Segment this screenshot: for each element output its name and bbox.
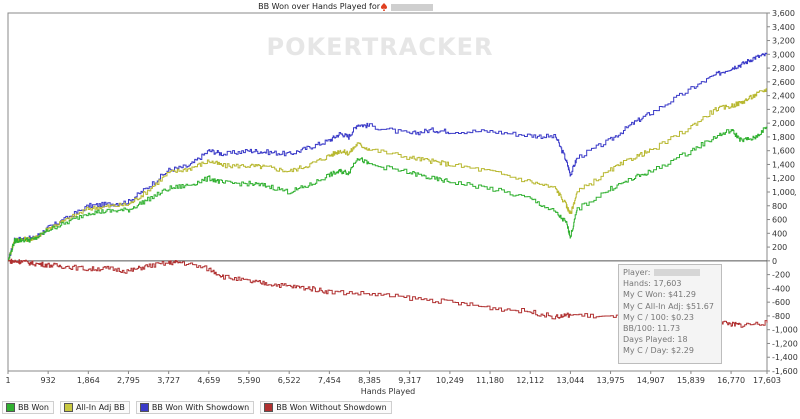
- x-tick-label: 17,603: [753, 376, 781, 385]
- y-tick-label: 0: [772, 257, 777, 266]
- y-tick-label: 1,000: [772, 188, 795, 197]
- y-tick-label: 1,200: [772, 174, 795, 183]
- redacted-player: [654, 269, 701, 276]
- legend-bb-won-with-showdown[interactable]: BB Won With Showdown: [135, 400, 255, 414]
- y-tick-label: 3,000: [772, 50, 795, 59]
- chart-legend: BB Won All-In Adj BB BB Won With Showdow…: [2, 399, 398, 415]
- legend-label: BB Won: [18, 402, 49, 412]
- y-tick-label: 2,800: [772, 64, 795, 73]
- y-tick-label: -600: [772, 298, 790, 307]
- y-axis-ticks: -1,600 -1,400 -1,200 -1,000 -800 -600 -400 -200…: [767, 9, 798, 376]
- y-tick-label: 3,200: [772, 37, 795, 46]
- legend-label: BB Won With Showdown: [151, 402, 250, 412]
- stats-days-played: Days Played: 18: [623, 335, 688, 345]
- y-tick-label: 800: [772, 202, 787, 211]
- redacted-player-name: [391, 4, 433, 11]
- stats-player: Player:: [623, 267, 717, 278]
- legend-swatch-bb-won: [6, 402, 15, 412]
- x-tick-label: 932: [41, 376, 56, 385]
- x-tick-label: 13,044: [556, 376, 584, 385]
- x-tick-label: 6,522: [278, 376, 301, 385]
- x-tick-label: 2,795: [117, 376, 140, 385]
- y-tick-label: -1,600: [772, 367, 798, 376]
- legend-swatch-all-in: [63, 402, 73, 412]
- x-tick-label: 9,317: [398, 376, 421, 385]
- x-tick-label: 8,385: [358, 376, 381, 385]
- x-tick-label: 12,112: [516, 376, 544, 385]
- y-tick-label: 2,000: [772, 119, 795, 128]
- y-tick-label: 2,200: [772, 105, 795, 114]
- x-axis-label: Hands Played: [361, 387, 415, 396]
- x-tick-label: 1: [5, 376, 10, 385]
- series-line-all-in-adj-bb: [8, 88, 767, 262]
- x-tick-label: 10,249: [436, 376, 464, 385]
- y-tick-label: -1,000: [772, 326, 798, 335]
- y-tick-label: -800: [772, 312, 790, 321]
- legend-all-in-adj-bb[interactable]: All-In Adj BB: [59, 400, 130, 414]
- stats-bb-100: BB/100: 11.73: [623, 323, 681, 333]
- y-tick-label: 600: [772, 216, 787, 225]
- y-tick-label: -1,200: [772, 339, 798, 348]
- x-tick-label: 11,180: [476, 376, 504, 385]
- y-tick-label: 1,400: [772, 160, 795, 169]
- y-tick-label: 2,600: [772, 78, 795, 87]
- legend-swatch-without-showdown: [264, 402, 274, 412]
- y-tick-label: -400: [772, 284, 790, 293]
- legend-bb-won[interactable]: BB Won: [2, 400, 54, 414]
- legend-label: BB Won Without Showdown: [276, 402, 387, 412]
- y-tick-label: 1,800: [772, 133, 795, 142]
- y-tick-label: 3,400: [772, 23, 795, 32]
- y-tick-label: 3,600: [772, 9, 795, 18]
- title-spade-icon: [380, 3, 388, 11]
- y-tick-label: 400: [772, 229, 787, 238]
- stats-my-c-day: My C / Day: $2.29: [623, 346, 694, 356]
- stats-my-c-allin: My C All-In Adj: $51.67: [623, 301, 714, 311]
- y-tick-label: -1,400: [772, 353, 798, 362]
- y-tick-label: 200: [772, 243, 787, 252]
- x-tick-label: 1,864: [77, 376, 100, 385]
- y-tick-label: -200: [772, 271, 790, 280]
- y-axis-unit-mark: ,: [794, 188, 797, 197]
- legend-label: All-In Adj BB: [75, 402, 125, 412]
- stats-my-c-won: My C Won: $41.29: [623, 290, 696, 300]
- series-line-bb-won: [8, 126, 768, 262]
- x-tick-label: 15,839: [677, 376, 705, 385]
- x-tick-label: 13,975: [597, 376, 625, 385]
- x-tick-label: 5,590: [238, 376, 261, 385]
- legend-bb-won-without-showdown[interactable]: BB Won Without Showdown: [260, 400, 392, 414]
- x-tick-label: 7,454: [318, 376, 341, 385]
- series-line-bb-won-with-showdown: [8, 52, 768, 262]
- chart-title: BB Won over Hands Played for: [258, 2, 381, 11]
- x-axis-ticks: 1 932 1,864 2,795 3,727 4,659 5,590 6,522 7,454 8…: [5, 371, 781, 385]
- pokertracker-watermark: POKERTRACKER: [267, 33, 494, 61]
- player-stats-box: Player: Hands: 17,603 My C Won: $41.29 M…: [618, 264, 722, 364]
- x-tick-label: 14,907: [637, 376, 665, 385]
- stats-my-c-100: My C / 100: $0.23: [623, 312, 694, 322]
- x-tick-label: 16,770: [717, 376, 745, 385]
- legend-swatch-with-showdown: [139, 402, 149, 412]
- stats-hands: Hands: 17,603: [623, 279, 682, 289]
- y-tick-label: 2,400: [772, 92, 795, 101]
- y-tick-label: 1,600: [772, 147, 795, 156]
- x-tick-label: 4,659: [197, 376, 220, 385]
- x-tick-label: 3,727: [157, 376, 180, 385]
